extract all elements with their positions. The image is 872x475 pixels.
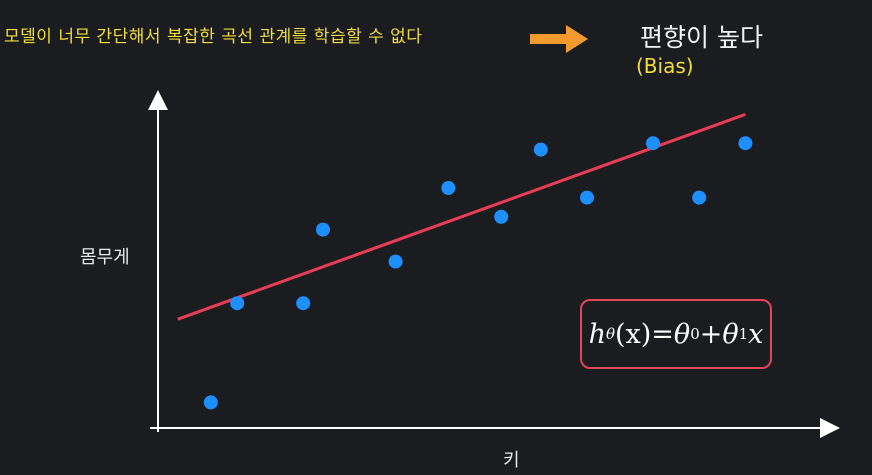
caption-text: 모델이 너무 간단해서 복잡한 곡선 관계를 학습할 수 없다	[4, 27, 423, 47]
data-point-4	[316, 222, 330, 237]
data-point-3	[296, 296, 311, 311]
formula-theta1: θ	[722, 318, 739, 350]
y-axis-label: 몸무게	[80, 247, 130, 268]
formula-sub0: 0	[690, 325, 700, 343]
right-arrow-icon	[530, 25, 588, 53]
formula-equals: =	[651, 318, 674, 350]
data-point-1	[203, 395, 218, 410]
formula-h: h	[588, 318, 606, 350]
data-point-11	[692, 190, 707, 205]
formula-theta0: θ	[673, 318, 691, 350]
data-point-10	[646, 136, 660, 151]
data-point-5	[388, 254, 403, 269]
x-axis-label: 키	[503, 450, 520, 471]
formula-x2: x	[748, 318, 764, 350]
result-subtext: (Bias)	[636, 54, 694, 78]
data-point-9	[580, 190, 594, 205]
data-point-8	[533, 142, 548, 157]
data-point-6	[441, 181, 456, 195]
formula-theta-sub: θ	[605, 325, 615, 343]
data-point-2	[230, 296, 245, 311]
result-text: 편향이 높다	[640, 23, 763, 52]
data-point-12	[738, 136, 753, 151]
formula-sub1: 1	[738, 325, 749, 343]
formula-plus: +	[699, 318, 723, 350]
regression-line	[177, 112, 746, 321]
formula-x: (x)	[615, 318, 652, 350]
data-point-7	[494, 209, 509, 224]
data-points	[203, 136, 753, 410]
